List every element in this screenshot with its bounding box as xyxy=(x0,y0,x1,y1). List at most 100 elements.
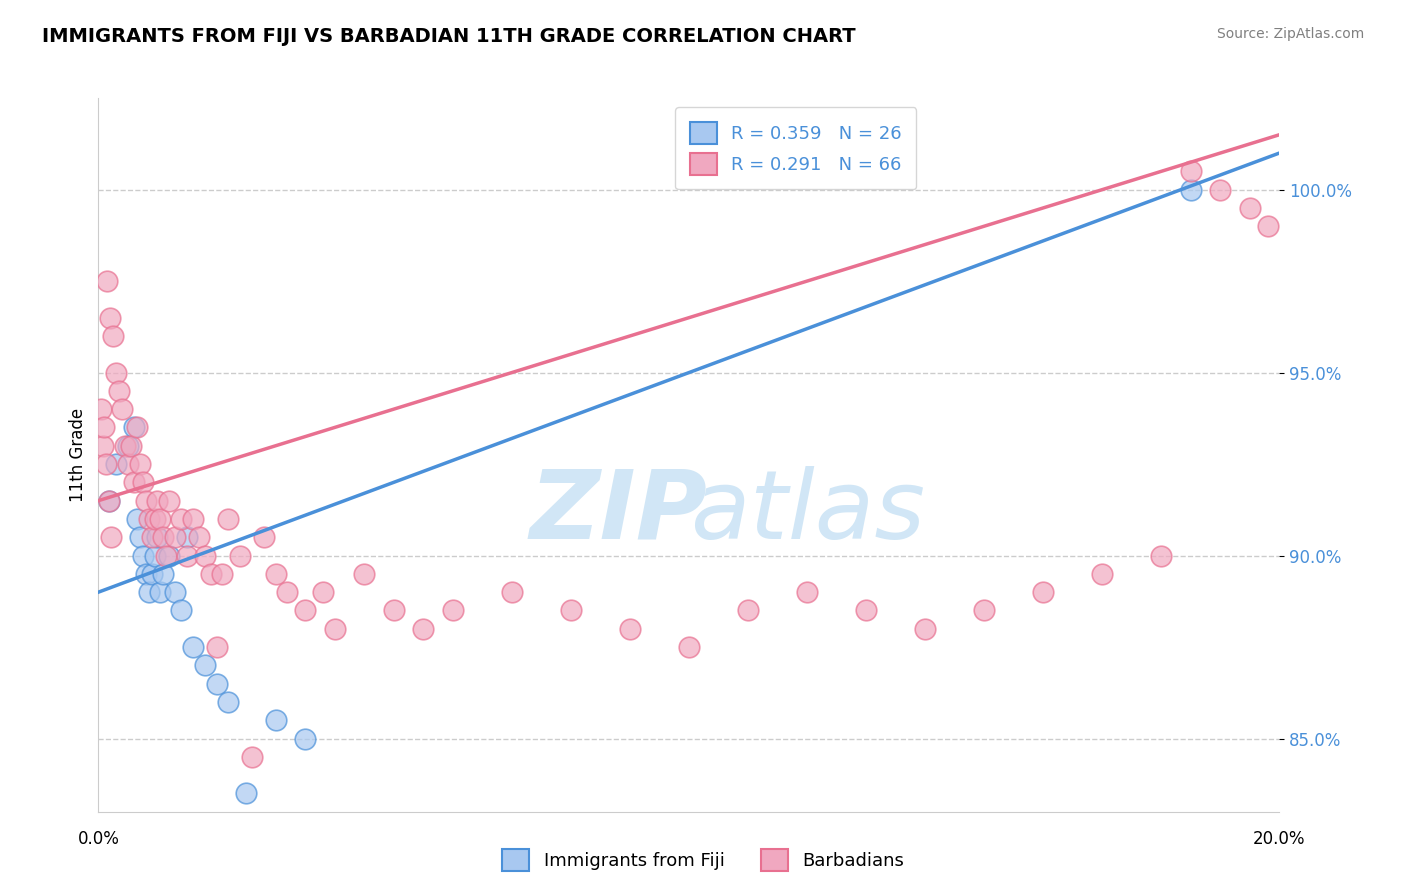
Point xyxy=(125,512,148,526)
Point xyxy=(353,566,375,581)
Text: atlas: atlas xyxy=(689,466,925,558)
Point xyxy=(205,640,228,654)
Point xyxy=(229,549,252,563)
Point xyxy=(382,603,405,617)
Point xyxy=(146,530,169,544)
Point xyxy=(1150,549,1173,563)
Point xyxy=(143,549,166,563)
Point xyxy=(141,566,163,581)
Point xyxy=(132,549,155,563)
Point xyxy=(135,493,157,508)
Point xyxy=(211,566,233,581)
Point xyxy=(1180,164,1202,178)
Point xyxy=(100,530,122,544)
Point xyxy=(235,786,257,800)
Point xyxy=(312,585,335,599)
Point xyxy=(187,530,209,544)
Point xyxy=(501,585,523,599)
Point xyxy=(276,585,298,599)
Point xyxy=(1257,219,1279,234)
Point xyxy=(152,530,174,544)
Text: 20.0%: 20.0% xyxy=(1253,830,1306,848)
Point xyxy=(114,439,136,453)
Point xyxy=(914,622,936,636)
Y-axis label: 11th Grade: 11th Grade xyxy=(69,408,87,502)
Point xyxy=(170,603,193,617)
Point xyxy=(93,420,115,434)
Point xyxy=(253,530,276,544)
Point xyxy=(737,603,759,617)
Text: ZIP: ZIP xyxy=(529,466,707,558)
Point xyxy=(98,493,121,508)
Point xyxy=(103,329,125,343)
Point xyxy=(294,603,316,617)
Point xyxy=(149,512,172,526)
Point xyxy=(1180,183,1202,197)
Point xyxy=(138,585,160,599)
Point xyxy=(155,549,177,563)
Point xyxy=(105,457,128,471)
Point xyxy=(138,512,160,526)
Point xyxy=(120,439,142,453)
Point xyxy=(98,310,121,325)
Point xyxy=(294,731,316,746)
Point xyxy=(240,749,263,764)
Point xyxy=(181,640,204,654)
Point xyxy=(264,566,287,581)
Point xyxy=(141,530,163,544)
Point xyxy=(122,475,145,490)
Point xyxy=(157,493,180,508)
Point xyxy=(1209,183,1232,197)
Point xyxy=(117,457,139,471)
Point xyxy=(165,585,187,599)
Point xyxy=(157,549,180,563)
Point xyxy=(108,384,131,398)
Point xyxy=(323,622,346,636)
Legend: R = 0.359   N = 26, R = 0.291   N = 66: R = 0.359 N = 26, R = 0.291 N = 66 xyxy=(675,107,917,189)
Point xyxy=(117,439,139,453)
Point xyxy=(111,402,134,417)
Point xyxy=(94,457,117,471)
Point xyxy=(973,603,995,617)
Text: IMMIGRANTS FROM FIJI VS BARBADIAN 11TH GRADE CORRELATION CHART: IMMIGRANTS FROM FIJI VS BARBADIAN 11TH G… xyxy=(42,27,856,45)
Legend: Immigrants from Fiji, Barbadians: Immigrants from Fiji, Barbadians xyxy=(495,842,911,879)
Point xyxy=(217,512,239,526)
Point xyxy=(165,530,187,544)
Point xyxy=(194,549,217,563)
Point xyxy=(217,695,239,709)
Point xyxy=(1032,585,1054,599)
Point xyxy=(132,475,155,490)
Point xyxy=(98,493,121,508)
Point xyxy=(1091,566,1114,581)
Point xyxy=(149,585,172,599)
Point xyxy=(96,274,118,288)
Point xyxy=(264,713,287,727)
Point xyxy=(412,622,434,636)
Point xyxy=(143,512,166,526)
Point xyxy=(128,457,150,471)
Point xyxy=(181,512,204,526)
Point xyxy=(205,676,228,690)
Point xyxy=(441,603,464,617)
Point xyxy=(200,566,222,581)
Point xyxy=(105,366,128,380)
Point xyxy=(678,640,700,654)
Point xyxy=(176,530,198,544)
Point xyxy=(90,402,112,417)
Text: Source: ZipAtlas.com: Source: ZipAtlas.com xyxy=(1216,27,1364,41)
Point xyxy=(152,566,174,581)
Point xyxy=(796,585,818,599)
Point xyxy=(176,549,198,563)
Point xyxy=(128,530,150,544)
Point xyxy=(170,512,193,526)
Point xyxy=(1239,201,1261,215)
Point xyxy=(91,439,114,453)
Point xyxy=(855,603,877,617)
Point xyxy=(619,622,641,636)
Point xyxy=(146,493,169,508)
Point xyxy=(194,658,217,673)
Point xyxy=(125,420,148,434)
Point xyxy=(560,603,582,617)
Point xyxy=(135,566,157,581)
Point xyxy=(122,420,145,434)
